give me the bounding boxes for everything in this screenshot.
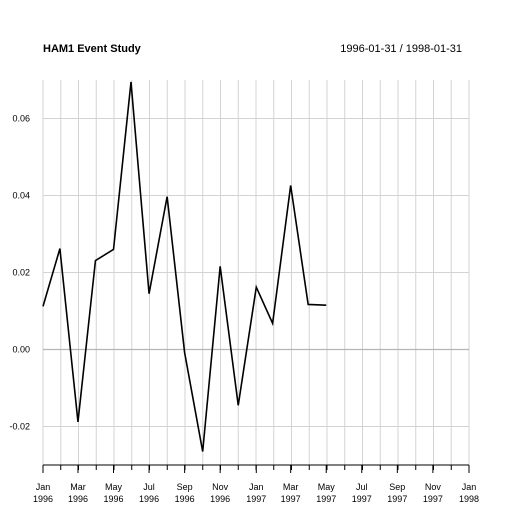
series-line	[42, 81, 327, 452]
x-tick-year-label: 1997	[352, 494, 372, 504]
x-tick-month-label: Mar	[70, 482, 86, 492]
x-tick-month-label: Sep	[389, 482, 405, 492]
x-tick-year-label: 1997	[316, 494, 336, 504]
x-tick-year-label: 1997	[281, 494, 301, 504]
x-tick-year-label: 1997	[246, 494, 266, 504]
series-layer	[42, 81, 327, 452]
y-tick-label: -0.02	[9, 422, 30, 432]
x-tick-year-label: 1996	[139, 494, 159, 504]
x-tick-month-label: Jan	[249, 482, 264, 492]
x-tick-year-label: 1997	[423, 494, 443, 504]
x-tick-month-label: Jul	[143, 482, 155, 492]
x-axis: Jan 1996 Mar 1996 May 1996 Jul 1996 Sep 1996 Nov 19…	[33, 464, 479, 504]
x-tick-month-label: Jan	[462, 482, 477, 492]
x-tick-year-label: 1996	[103, 494, 123, 504]
x-tick-month-label: Jul	[356, 482, 368, 492]
x-tick-year-label: 1996	[175, 494, 195, 504]
x-tick-month-label: May	[105, 482, 123, 492]
x-tick-year-label: 1998	[459, 494, 479, 504]
x-tick-year-label: 1996	[33, 494, 53, 504]
x-tick-month-label: Nov	[212, 482, 229, 492]
x-tick-month-label: Mar	[283, 482, 299, 492]
x-tick-year-label: 1996	[68, 494, 88, 504]
y-tick-label: 0.04	[12, 191, 30, 201]
x-tick-month-label: Nov	[425, 482, 442, 492]
y-tick-label: 0.06	[12, 114, 30, 124]
y-axis-labels: -0.02 0.00 0.02 0.04 0.06	[9, 114, 30, 432]
y-tick-label: 0.02	[12, 268, 30, 278]
grid	[42, 80, 470, 465]
x-tick-year-label: 1997	[387, 494, 407, 504]
x-tick-month-label: Sep	[177, 482, 193, 492]
x-tick-month-label: Jan	[36, 482, 51, 492]
date-range-label: 1996-01-31 / 1998-01-31	[340, 43, 462, 55]
x-tick-month-label: May	[318, 482, 336, 492]
x-tick-year-label: 1996	[210, 494, 230, 504]
chart-title: HAM1 Event Study	[43, 43, 142, 55]
y-tick-label: 0.00	[12, 345, 30, 355]
